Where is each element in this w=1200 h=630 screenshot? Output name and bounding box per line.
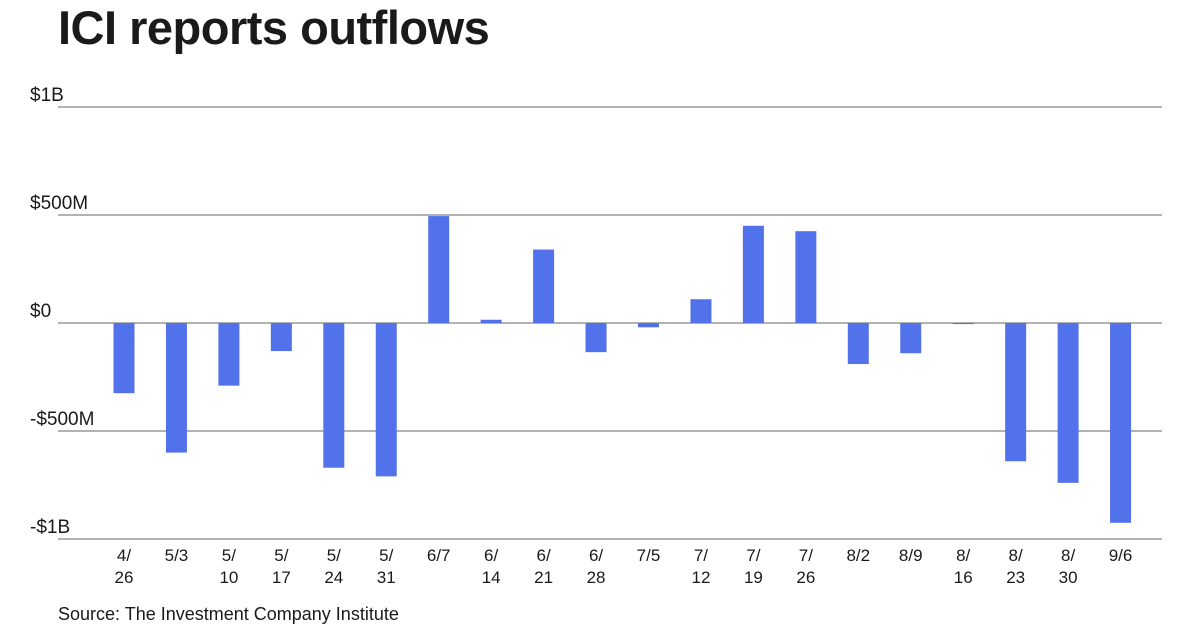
chart-title: ICI reports outflows [58, 1, 490, 54]
x-tick-label: 5/24 [324, 546, 343, 587]
x-tick-label: 7/12 [691, 546, 710, 587]
x-tick-label: 8/9 [899, 546, 923, 565]
bar [847, 323, 869, 365]
x-axis-labels: 4/26 5/3 5/10 5/17 5/24 5/31 6/7 6/14 6/21 6/28 7/… [115, 546, 1133, 587]
bar [270, 323, 292, 352]
x-tick-label: 9/6 [1109, 546, 1133, 565]
x-tick-label: 7/26 [796, 546, 815, 587]
bars [113, 216, 1132, 523]
x-tick-label: 8/23 [1006, 546, 1025, 587]
y-axis-labels: $1B $500M $0 -$500M -$1B [30, 85, 94, 538]
bar [900, 323, 922, 354]
gridlines [58, 106, 1162, 540]
y-tick-label: -$1B [30, 517, 70, 538]
bar [690, 299, 712, 323]
bar [113, 323, 135, 394]
bar [218, 323, 240, 386]
bar [1005, 323, 1027, 462]
bar [795, 231, 817, 323]
bar-chart: $1B $500M $0 -$500M -$1B 4/26 5/3 5/10 5/17 5/24… [30, 85, 1162, 587]
bar [323, 323, 345, 468]
x-tick-label: 6/14 [482, 546, 501, 587]
bar [428, 216, 450, 323]
x-tick-label: 8/16 [954, 546, 973, 587]
bar [638, 323, 659, 328]
bar [375, 323, 397, 477]
x-tick-label: 5/31 [377, 546, 396, 587]
x-tick-label: 7/5 [637, 546, 661, 565]
x-tick-label: 6/7 [427, 546, 451, 565]
x-tick-label: 6/21 [534, 546, 553, 587]
y-tick-label: $500M [30, 193, 88, 214]
bar [1110, 323, 1132, 523]
x-tick-label: 8/2 [846, 546, 870, 565]
y-tick-label: $1B [30, 85, 64, 106]
y-tick-label: -$500M [30, 409, 94, 430]
bar [480, 319, 502, 323]
x-tick-label: 6/28 [587, 546, 606, 587]
x-tick-label: 5/10 [219, 546, 238, 587]
x-tick-label: 7/19 [744, 546, 763, 587]
bar [742, 225, 764, 323]
bar [165, 323, 187, 453]
bar [533, 249, 555, 323]
bar [585, 323, 607, 353]
x-tick-label: 8/30 [1059, 546, 1078, 587]
x-tick-label: 5/3 [165, 546, 189, 565]
bar [952, 323, 974, 325]
y-tick-label: $0 [30, 301, 51, 322]
bar [1057, 323, 1079, 483]
source-note: Source: The Investment Company Institute [58, 604, 399, 624]
x-tick-label: 4/26 [115, 546, 134, 587]
x-tick-label: 5/17 [272, 546, 291, 587]
